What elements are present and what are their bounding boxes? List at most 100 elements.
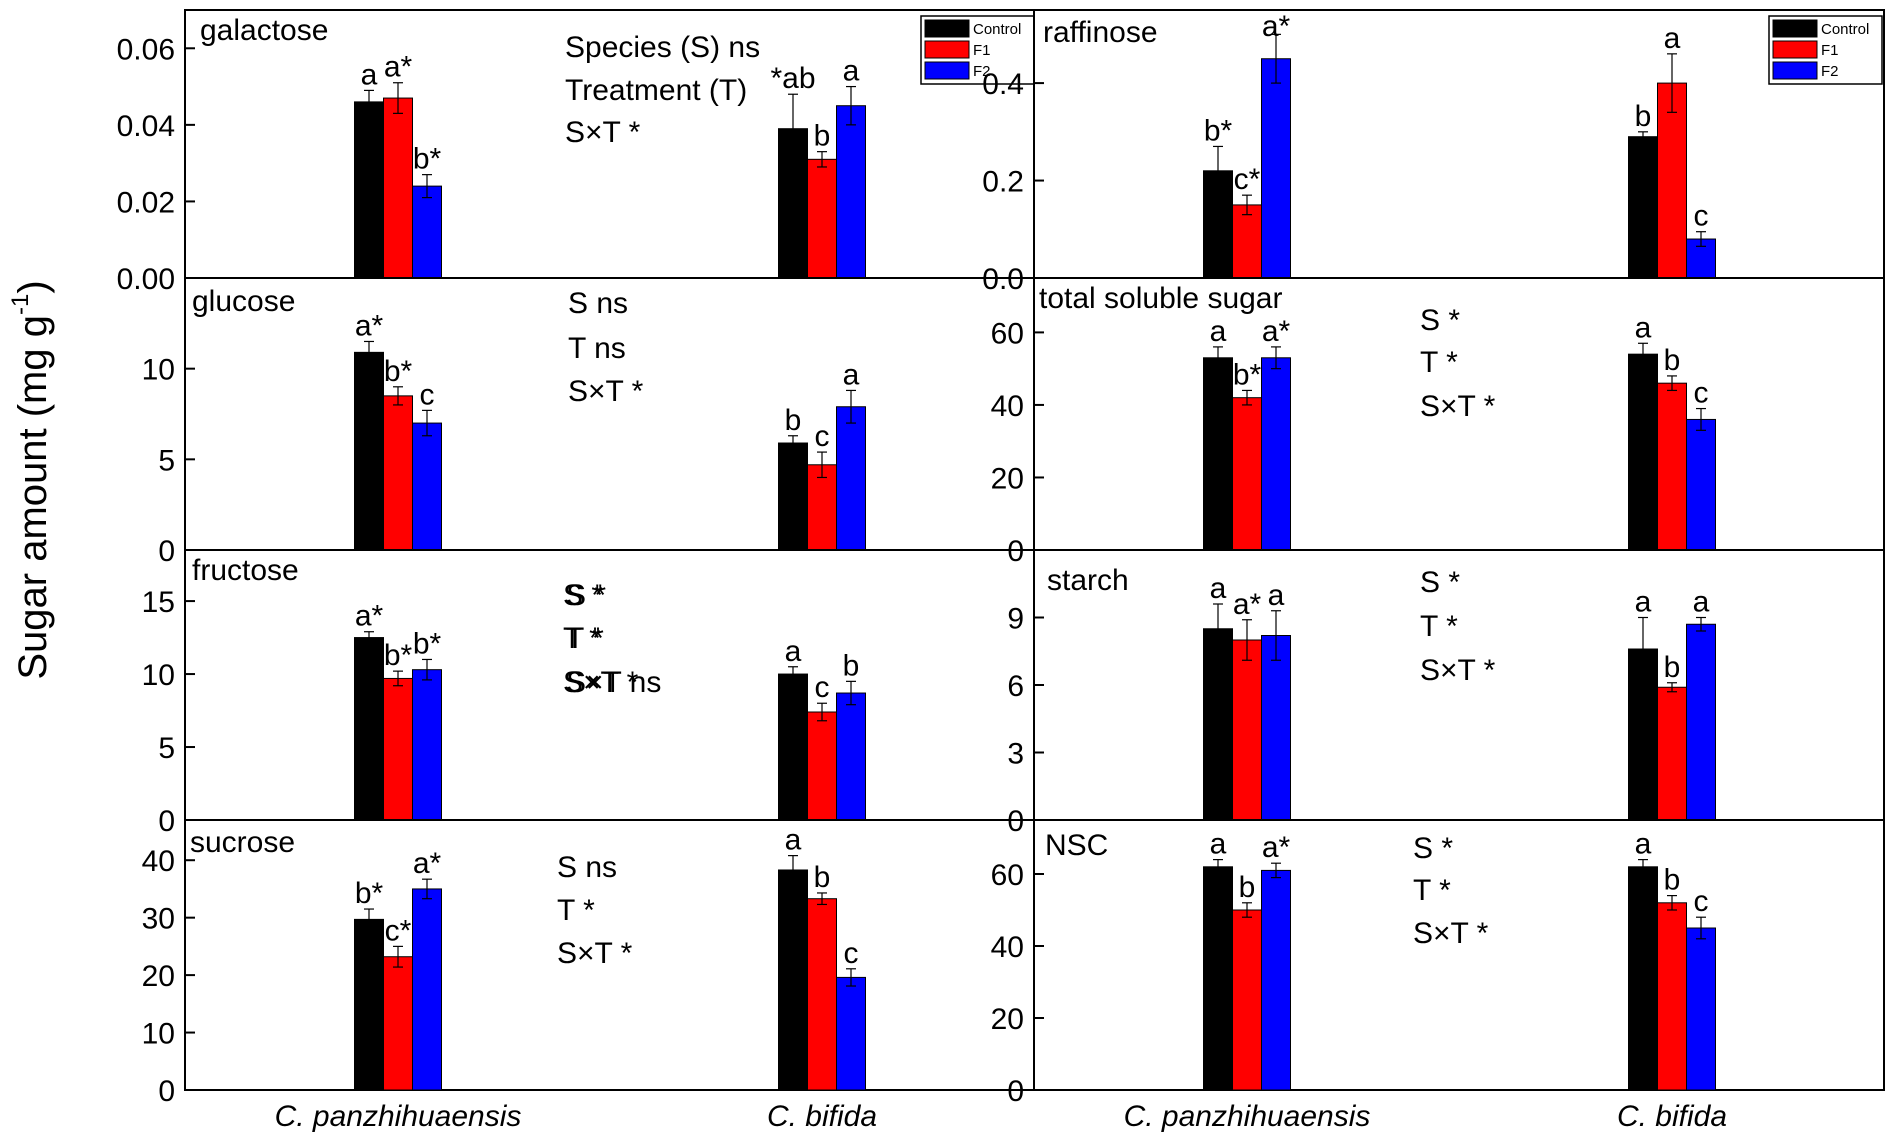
significance-letter: a* <box>355 309 384 342</box>
significance-letter: b <box>1635 100 1652 133</box>
stat-line: S×T * <box>557 937 633 970</box>
panel-title: NSC <box>1045 829 1108 862</box>
significance-letter: b* <box>384 639 413 672</box>
stat-line: S * <box>563 579 603 612</box>
stat-line: S×T * <box>565 116 641 149</box>
x-category-left-bifida: C. bifida <box>767 1100 877 1133</box>
bar-f1-c-bifida <box>807 711 837 821</box>
significance-letter: b* <box>384 355 413 388</box>
significance-letter: c <box>420 378 435 411</box>
legend-label-control: Control <box>1821 21 1869 38</box>
bar-f2-c-panzhihuaensis <box>412 185 442 279</box>
stat-line: T * <box>566 622 604 655</box>
significance-letter: *ab <box>770 62 815 95</box>
bar-f2-c-panzhihuaensis <box>412 669 442 821</box>
y-tick-label: 20 <box>991 462 1024 495</box>
legend-label-control: Control <box>973 21 1021 38</box>
legend-label-f2: F2 <box>973 63 991 80</box>
significance-letter: b <box>1664 651 1681 684</box>
bar-f2-c-panzhihuaensis <box>1261 869 1291 1091</box>
significance-letter: a <box>1664 22 1681 55</box>
bar-f2-c-bifida <box>1686 927 1716 1091</box>
bar-f2-c-panzhihuaensis <box>1261 635 1291 821</box>
y-tick-label: 0 <box>158 1075 175 1108</box>
bar-f1-c-panzhihuaensis <box>1232 909 1262 1091</box>
bar-control-c-bifida <box>1628 136 1658 279</box>
x-category-right-panzhihuaensis: C. panzhihuaensis <box>1124 1100 1371 1133</box>
panel-title: glucose <box>192 285 295 318</box>
bar-control-c-panzhihuaensis <box>1203 866 1233 1091</box>
panel-title: raffinose <box>1043 16 1158 49</box>
significance-letter: a* <box>1262 315 1291 348</box>
y-tick-label: 20 <box>142 960 175 993</box>
bar-control-c-bifida <box>778 442 808 551</box>
significance-letter: c <box>1694 885 1709 918</box>
y-tick-label: 0 <box>1007 805 1024 838</box>
significance-letter: b* <box>413 627 442 660</box>
significance-letter: b* <box>1204 114 1233 147</box>
stat-line: S * <box>566 579 606 612</box>
significance-letter: a* <box>1233 588 1262 621</box>
x-category-right-bifida: C. bifida <box>1617 1100 1727 1133</box>
significance-letter: a <box>1210 315 1227 348</box>
y-tick-label: 5 <box>158 732 175 765</box>
stat-line: S×T * <box>563 666 639 699</box>
y-tick-label: 5 <box>158 444 175 477</box>
bar-f1-c-bifida <box>1657 82 1687 279</box>
panel-frame <box>1033 819 1885 1091</box>
stat-line: S * <box>1420 566 1460 599</box>
significance-letter: b <box>1664 344 1681 377</box>
bar-f1-c-panzhihuaensis <box>1232 204 1262 279</box>
panel-title: galactose <box>200 14 328 47</box>
significance-letter: a <box>1210 828 1227 861</box>
y-tick-label: 30 <box>142 903 175 936</box>
bar-f2-c-bifida <box>836 105 866 279</box>
stat-line: Treatment (T) <box>565 74 747 107</box>
panel-frame <box>1033 9 1885 279</box>
y-tick-label: 40 <box>142 845 175 878</box>
legend-swatch-control <box>924 19 970 38</box>
bar-f1-c-bifida <box>1657 686 1687 821</box>
significance-letter: a* <box>413 847 442 880</box>
legend: Control F1 F2 <box>1768 15 1883 85</box>
bar-f2-c-panzhihuaensis <box>1261 58 1291 279</box>
y-tick-label: 0.2 <box>982 166 1024 199</box>
significance-letter: b <box>843 649 860 682</box>
bar-f2-c-panzhihuaensis <box>1261 357 1291 551</box>
significance-letter: a <box>785 635 802 668</box>
significance-letter: b* <box>1233 358 1262 391</box>
significance-letter: b <box>1239 871 1256 904</box>
significance-letter: c <box>815 671 830 704</box>
significance-letter: a <box>785 824 802 857</box>
significance-letter: a <box>1635 311 1652 344</box>
significance-letter: b* <box>413 143 442 176</box>
significance-letter: a <box>1635 828 1652 861</box>
bar-control-c-panzhihuaensis <box>1203 628 1233 821</box>
significance-letter: c* <box>385 914 412 947</box>
significance-letter: b* <box>355 877 384 910</box>
y-tick-label: 0.4 <box>982 68 1024 101</box>
bar-control-c-panzhihuaensis <box>354 351 384 551</box>
panel-sucrose: 0 10 20 30 40 sucrose S ns T * S×T * b*c* a* ab c <box>142 819 1035 1108</box>
stat-line: S×T * <box>1420 390 1496 423</box>
stat-line: Species (S) ns <box>565 31 760 64</box>
bar-control-c-panzhihuaensis <box>1203 170 1233 279</box>
significance-letter: a <box>843 55 860 88</box>
bar-f1-c-panzhihuaensis <box>1232 397 1262 551</box>
bar-f1-c-panzhihuaensis <box>383 395 413 551</box>
y-tick-label: 60 <box>991 317 1024 350</box>
significance-letter: a <box>361 58 378 91</box>
bar-f1-c-panzhihuaensis <box>383 97 413 279</box>
significance-letter: c <box>815 420 830 453</box>
legend-label-f1: F1 <box>1821 42 1839 59</box>
y-tick-label: 0 <box>158 805 175 838</box>
stat-line: S×T * <box>568 375 644 408</box>
bar-f2-c-bifida <box>836 692 866 821</box>
significance-letter: c <box>1694 200 1709 233</box>
significance-letter: b <box>1664 864 1681 897</box>
y-tick-label: 0.0 <box>982 263 1024 296</box>
legend-swatch-f2 <box>924 61 970 80</box>
